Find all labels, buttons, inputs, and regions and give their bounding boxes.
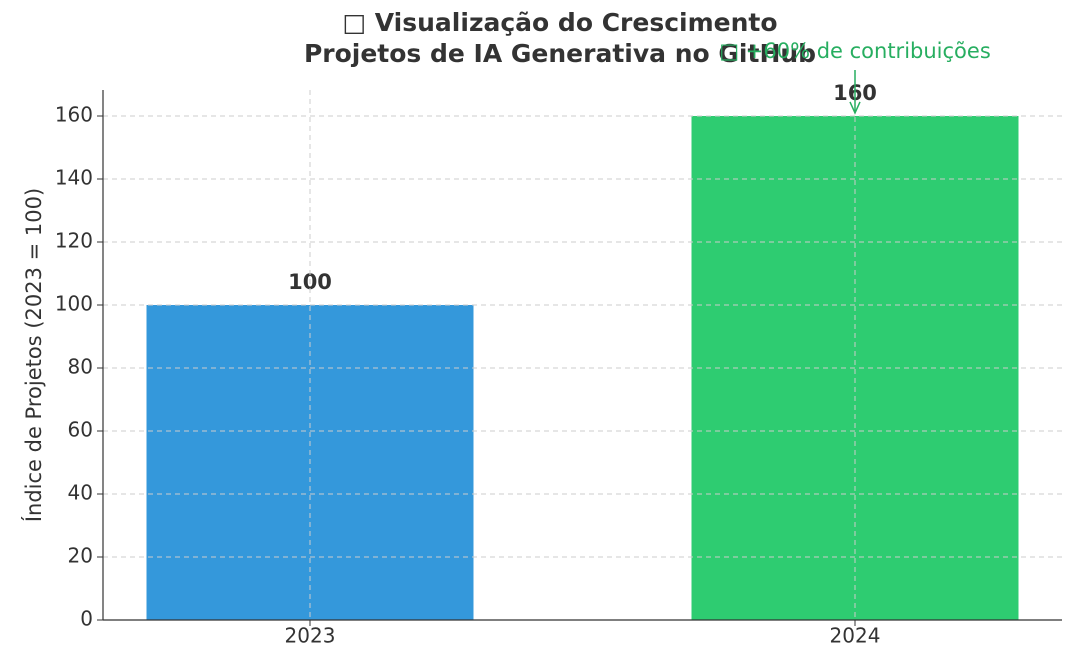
y-tick-label: 100 [55,291,93,315]
x-tick-label: 2023 [285,624,336,648]
y-tick-label: 120 [55,228,93,252]
y-tick-label: 140 [55,165,93,189]
y-tick-label: 0 [80,607,93,631]
y-tick-label: 80 [68,354,93,378]
y-tick-label: 40 [68,480,93,504]
y-tick-label: 60 [68,417,93,441]
chart-title: Projetos de IA Generativa no GitHub [304,39,816,68]
y-tick-label: 20 [68,543,93,567]
annotation-arrowhead [849,101,861,115]
y-tick-label: 160 [55,102,93,126]
chart-title: □ Visualização do Crescimento [342,8,777,37]
annotation: □ +60% de contribuições [719,39,991,63]
x-tick-label: 2024 [830,624,881,648]
y-axis-label: Índice de Projetos (2023 = 100) [21,188,46,522]
